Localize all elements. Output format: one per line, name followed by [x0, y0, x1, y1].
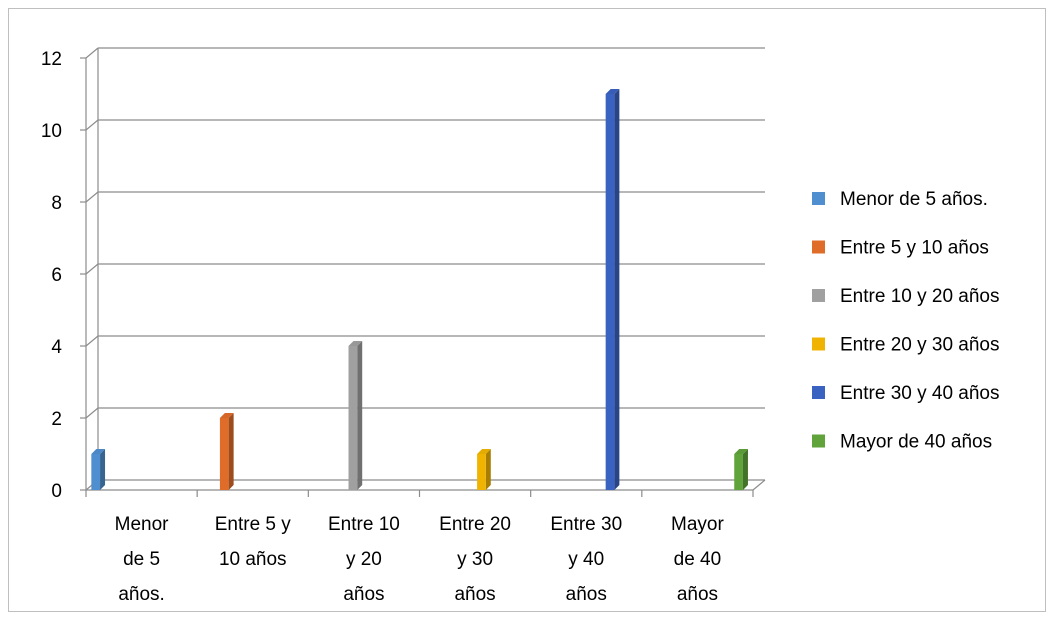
bar [219, 418, 229, 490]
legend-swatch [812, 289, 825, 302]
gridline-diagonal [85, 47, 99, 59]
y-tick-label: 4 [51, 337, 62, 358]
legend-label: Entre 30 y 40 años [840, 383, 1000, 404]
y-tick-label: 12 [41, 49, 62, 70]
y-tick-label: 6 [51, 265, 62, 286]
y-tick-label: 0 [51, 481, 62, 502]
category-label: Mayor [671, 514, 724, 535]
bar-side [228, 413, 234, 490]
legend-label: Entre 20 y 30 años [840, 335, 1000, 356]
category-label: Entre 10 [328, 514, 400, 535]
category-label: años [677, 584, 718, 605]
bar [605, 94, 615, 490]
bar-top [348, 341, 363, 346]
category-label: de 5 [123, 549, 160, 570]
category-label: años. [118, 584, 164, 605]
bar [734, 454, 743, 490]
bar-top [477, 449, 491, 454]
bar-side [485, 449, 491, 490]
legend-swatch [812, 337, 825, 351]
bar-side [614, 89, 620, 490]
legend-swatch [812, 240, 825, 254]
bar [348, 346, 358, 490]
category-label: Entre 20 [439, 514, 511, 535]
category-label: años [566, 584, 607, 605]
legend-label: Menor de 5 años. [840, 189, 988, 210]
category-label: y 20 [346, 549, 382, 570]
bar-top [605, 89, 620, 94]
bar-top [219, 413, 234, 418]
category-label: 10 años [219, 549, 287, 570]
bar-side [357, 341, 363, 490]
chart-frame [8, 8, 1046, 612]
category-label: años [343, 584, 384, 605]
bar-side [742, 449, 748, 490]
category-label: Entre 30 [550, 514, 622, 535]
bar-side [100, 449, 106, 490]
category-label: Menor [115, 514, 170, 535]
legend-swatch [812, 386, 825, 399]
gridline-diagonal [85, 119, 99, 131]
bar [477, 454, 486, 490]
category-label: de 40 [674, 549, 722, 570]
bar-top [734, 449, 748, 454]
category-label: y 30 [457, 549, 493, 570]
bar-top [91, 449, 106, 454]
gridline-diagonal [85, 407, 99, 419]
y-tick-label: 10 [41, 121, 62, 142]
gridline-diagonal [85, 335, 99, 347]
y-tick-label: 2 [51, 409, 62, 430]
y-tick-label: 8 [51, 193, 62, 214]
legend-label: Mayor de 40 años [840, 432, 992, 453]
gridline-diagonal [85, 263, 99, 275]
legend-swatch [812, 434, 825, 448]
bar [91, 454, 101, 490]
category-label: y 40 [568, 549, 604, 570]
legend-swatch [812, 192, 825, 205]
floor-edge [752, 479, 766, 491]
legend-label: Entre 5 y 10 años [840, 238, 989, 259]
category-label: Entre 5 y [215, 514, 292, 535]
legend-label: Entre 10 y 20 años [840, 286, 1000, 307]
gridline-diagonal [85, 191, 99, 203]
category-label: años [454, 584, 495, 605]
